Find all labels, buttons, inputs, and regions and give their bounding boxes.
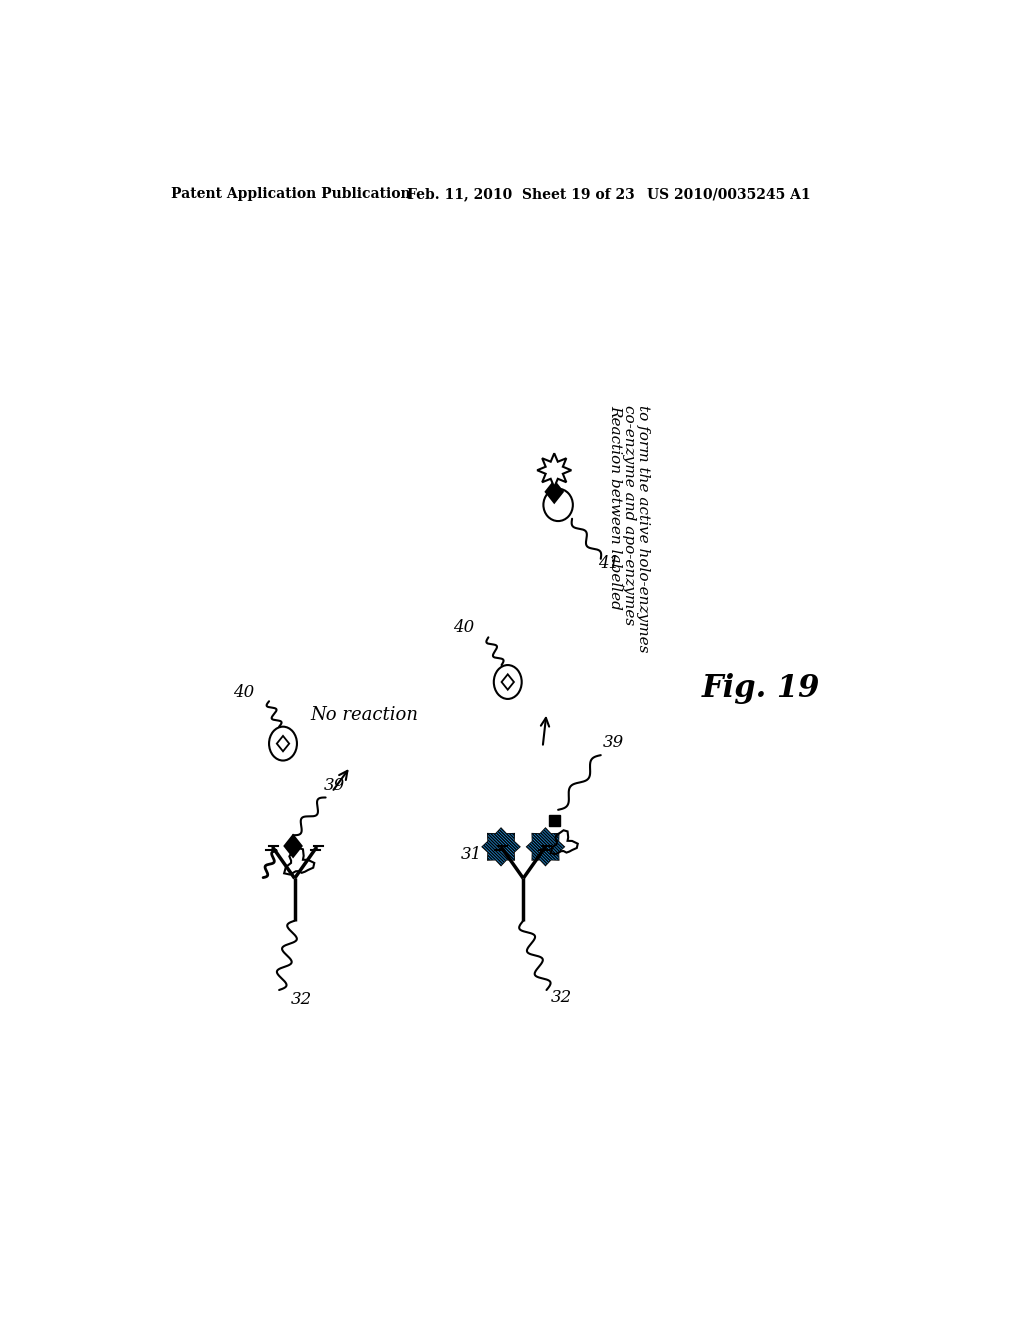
Polygon shape bbox=[482, 829, 519, 866]
Text: Reaction between labelled: Reaction between labelled bbox=[608, 405, 623, 610]
Text: 40: 40 bbox=[454, 619, 475, 636]
Text: Feb. 11, 2010  Sheet 19 of 23: Feb. 11, 2010 Sheet 19 of 23 bbox=[407, 187, 635, 202]
Polygon shape bbox=[285, 836, 302, 857]
Polygon shape bbox=[527, 829, 564, 866]
Text: to form the active holo-enzymes: to form the active holo-enzymes bbox=[636, 405, 650, 652]
Text: 40: 40 bbox=[232, 684, 254, 701]
Text: 32: 32 bbox=[291, 991, 312, 1008]
Text: Fig. 19: Fig. 19 bbox=[701, 673, 820, 705]
Polygon shape bbox=[482, 829, 519, 866]
Polygon shape bbox=[527, 829, 564, 866]
Text: 39: 39 bbox=[602, 734, 624, 751]
Text: 41: 41 bbox=[598, 554, 620, 572]
Text: No reaction: No reaction bbox=[310, 706, 418, 725]
Polygon shape bbox=[538, 453, 571, 487]
Text: US 2010/0035245 A1: US 2010/0035245 A1 bbox=[647, 187, 811, 202]
Text: 32: 32 bbox=[550, 989, 571, 1006]
Text: 31: 31 bbox=[461, 846, 482, 863]
Text: co-enzyme and apo-enzymes: co-enzyme and apo-enzymes bbox=[623, 405, 637, 626]
Text: Patent Application Publication: Patent Application Publication bbox=[171, 187, 411, 202]
Bar bbox=[549, 816, 560, 826]
Polygon shape bbox=[546, 480, 563, 503]
Text: 39: 39 bbox=[324, 776, 345, 793]
